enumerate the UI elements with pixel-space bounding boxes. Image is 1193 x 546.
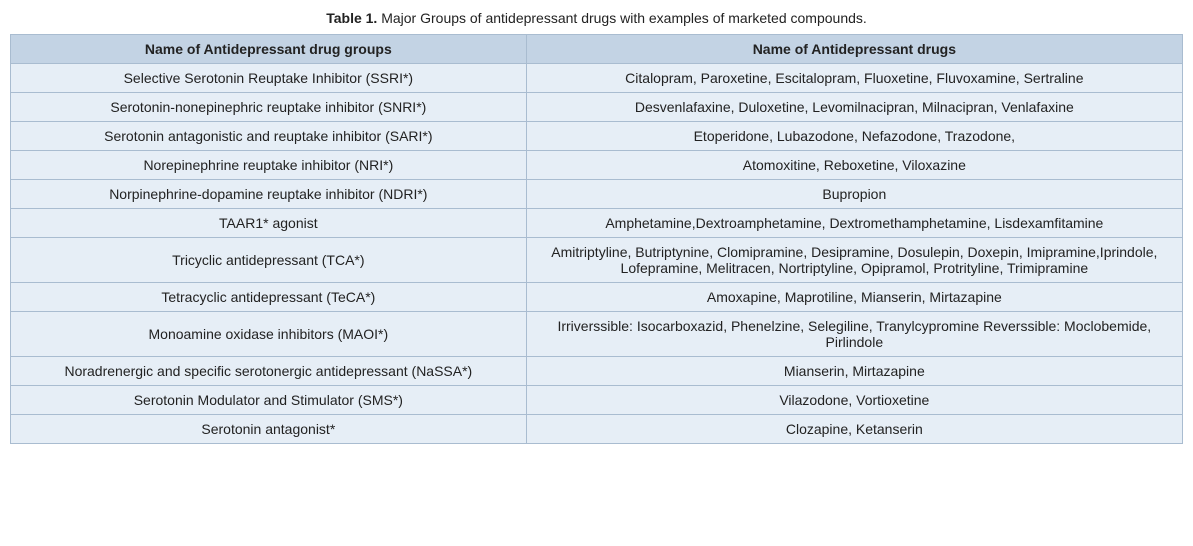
- table-row: Norepinephrine reuptake inhibitor (NRI*)…: [11, 151, 1183, 180]
- table-row: Tetracyclic antidepressant (TeCA*)Amoxap…: [11, 283, 1183, 312]
- cell-group: Norepinephrine reuptake inhibitor (NRI*): [11, 151, 527, 180]
- caption-text: Major Groups of antidepressant drugs wit…: [381, 10, 867, 26]
- table-row: Monoamine oxidase inhibitors (MAOI*)Irri…: [11, 312, 1183, 357]
- table-row: Tricyclic antidepressant (TCA*)Amitripty…: [11, 238, 1183, 283]
- cell-drugs: Amitriptyline, Butriptynine, Clomipramin…: [526, 238, 1182, 283]
- cell-group: Serotonin antagonistic and reuptake inhi…: [11, 122, 527, 151]
- cell-drugs: Etoperidone, Lubazodone, Nefazodone, Tra…: [526, 122, 1182, 151]
- cell-group: Selective Serotonin Reuptake Inhibitor (…: [11, 64, 527, 93]
- antidepressant-table: Name of Antidepressant drug groups Name …: [10, 34, 1183, 444]
- col-header-drugs: Name of Antidepressant drugs: [526, 35, 1182, 64]
- table-row: Selective Serotonin Reuptake Inhibitor (…: [11, 64, 1183, 93]
- col-header-group: Name of Antidepressant drug groups: [11, 35, 527, 64]
- cell-drugs: Mianserin, Mirtazapine: [526, 357, 1182, 386]
- table-header-row: Name of Antidepressant drug groups Name …: [11, 35, 1183, 64]
- cell-drugs: Citalopram, Paroxetine, Escitalopram, Fl…: [526, 64, 1182, 93]
- table-caption: Table 1. Major Groups of antidepressant …: [10, 10, 1183, 26]
- cell-group: Tetracyclic antidepressant (TeCA*): [11, 283, 527, 312]
- table-row: Serotonin Modulator and Stimulator (SMS*…: [11, 386, 1183, 415]
- table-row: Serotonin antagonistic and reuptake inhi…: [11, 122, 1183, 151]
- table-row: TAAR1* agonistAmphetamine,Dextroamphetam…: [11, 209, 1183, 238]
- table-row: Noradrenergic and specific serotonergic …: [11, 357, 1183, 386]
- table-row: Serotonin antagonist*Clozapine, Ketanser…: [11, 415, 1183, 444]
- cell-drugs: Amphetamine,Dextroamphetamine, Dextromet…: [526, 209, 1182, 238]
- cell-drugs: Desvenlafaxine, Duloxetine, Levomilnacip…: [526, 93, 1182, 122]
- cell-drugs: Amoxapine, Maprotiline, Mianserin, Mirta…: [526, 283, 1182, 312]
- cell-group: Monoamine oxidase inhibitors (MAOI*): [11, 312, 527, 357]
- cell-drugs: Bupropion: [526, 180, 1182, 209]
- cell-group: Tricyclic antidepressant (TCA*): [11, 238, 527, 283]
- table-row: Norpinephrine-dopamine reuptake inhibito…: [11, 180, 1183, 209]
- cell-group: Norpinephrine-dopamine reuptake inhibito…: [11, 180, 527, 209]
- cell-drugs: Irriverssible: Isocarboxazid, Phenelzine…: [526, 312, 1182, 357]
- table-row: Serotonin-nonepinephric reuptake inhibit…: [11, 93, 1183, 122]
- cell-group: TAAR1* agonist: [11, 209, 527, 238]
- cell-group: Noradrenergic and specific serotonergic …: [11, 357, 527, 386]
- cell-group: Serotonin Modulator and Stimulator (SMS*…: [11, 386, 527, 415]
- cell-drugs: Clozapine, Ketanserin: [526, 415, 1182, 444]
- cell-drugs: Atomoxitine, Reboxetine, Viloxazine: [526, 151, 1182, 180]
- cell-group: Serotonin antagonist*: [11, 415, 527, 444]
- cell-drugs: Vilazodone, Vortioxetine: [526, 386, 1182, 415]
- cell-group: Serotonin-nonepinephric reuptake inhibit…: [11, 93, 527, 122]
- caption-label: Table 1.: [326, 10, 377, 26]
